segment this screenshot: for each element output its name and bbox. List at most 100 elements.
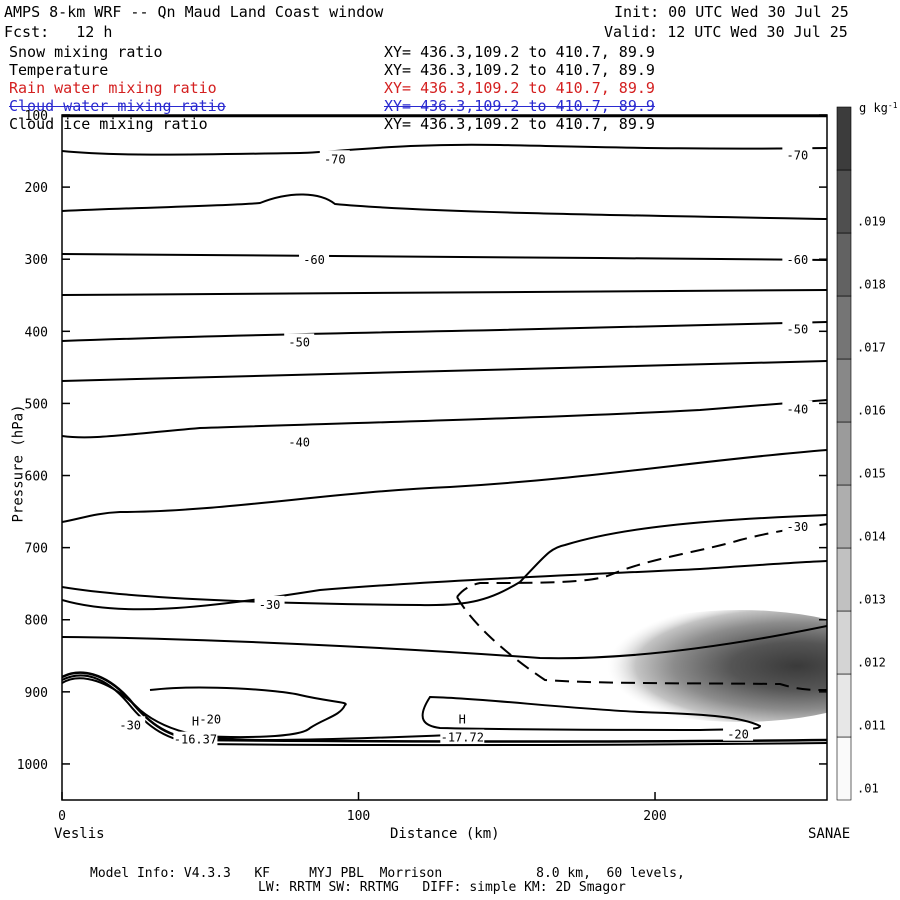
y-axis-label: Pressure (hPa) <box>10 404 27 523</box>
contour-label: -20 <box>727 728 749 742</box>
contour-label: -60 <box>787 253 809 267</box>
colorbar-unit: g kg-1 <box>859 101 898 115</box>
colorbar-label: .018 <box>857 278 886 292</box>
y-tick-label: 1000 <box>17 758 48 773</box>
title-text: AMPS 8-km WRF -- Qn Maud Land Coast wind… <box>4 3 384 21</box>
y-tick-label: 200 <box>25 181 48 196</box>
colorbar-label: .015 <box>857 467 886 481</box>
y-tick-label: 800 <box>25 614 48 629</box>
isotherm-minus-60 <box>62 253 827 261</box>
colorbar-label: .013 <box>857 593 886 607</box>
endpoint-right: SANAE <box>808 826 851 842</box>
contour-label-bg <box>319 150 350 166</box>
field-xy-temperature: XY= 436.3,109.2 to 410.7, 89.9 <box>384 61 655 79</box>
contour-label: -40 <box>787 402 809 416</box>
high-value: -17.72 <box>441 731 484 745</box>
contour-label-bg <box>782 400 813 416</box>
y-tick-label: 600 <box>25 470 48 485</box>
colorbar-segment <box>836 106 852 171</box>
contour-label-bg <box>723 725 754 741</box>
colorbar-segment <box>836 673 852 738</box>
y-tick-label: 900 <box>25 686 48 701</box>
contour-label-bg <box>299 251 330 267</box>
isotherm-minus-40 <box>62 399 827 439</box>
field-name-cloud-ice: Cloud ice mixing ratio <box>9 115 208 133</box>
colorbar-segment <box>836 610 852 675</box>
dashed-contours <box>456 523 827 691</box>
isotherm-minus-30a <box>62 560 827 611</box>
contour-label: -70 <box>787 149 809 163</box>
y-tick-label: 700 <box>25 542 48 557</box>
colorbar-label: .014 <box>857 530 886 544</box>
y-tick-label: 300 <box>25 253 48 268</box>
endpoint-left: Veslis <box>54 826 105 842</box>
colorbar-unit-exp: -1 <box>888 101 898 110</box>
y-tick-label: 500 <box>25 397 48 412</box>
contour-label-bg <box>195 710 226 726</box>
y-tick-label: 100 <box>25 109 48 124</box>
x-tick-label: 0 <box>58 809 66 824</box>
colorbar-segment <box>836 547 852 612</box>
isotherm-minus-55 <box>62 289 827 296</box>
high-symbol: H <box>192 715 199 729</box>
isotherm-minus-70 <box>62 143 827 156</box>
field-name-snow: Snow mixing ratio <box>9 43 163 61</box>
isotherm-minus-65 <box>62 193 827 220</box>
contour-label: -50 <box>787 322 809 336</box>
colorbar-segment <box>836 358 852 423</box>
contour-label: -30 <box>787 520 809 534</box>
high-value-bg <box>440 729 485 744</box>
colorbar-label: .01 <box>857 782 879 796</box>
contour-label-bg <box>254 595 285 611</box>
contour-label-bg <box>782 146 813 162</box>
isotherm-minus-20-center <box>149 686 347 739</box>
colorbar-label: .019 <box>857 215 886 229</box>
field-xy-cloud-water: XY= 436.3,109.2 to 410.7, 89.9 <box>384 97 655 115</box>
isotherm-minus-30b <box>62 514 827 607</box>
model-info-2: LW: RRTM SW: RRTMG DIFF: simple KM: 2D S… <box>258 880 626 895</box>
contour-label: -20 <box>199 713 221 727</box>
valid-time: Valid: 12 UTC Wed 30 Jul 25 <box>604 23 848 41</box>
contour-label-bg <box>782 518 813 533</box>
colorbar-segment <box>836 169 852 234</box>
colorbar-label: .017 <box>857 341 886 355</box>
y-tick-label: 400 <box>25 325 48 340</box>
colorbar-label: .012 <box>857 656 886 670</box>
contour-label: -30 <box>119 718 141 732</box>
contour-label-bg <box>782 320 813 336</box>
forecast-hour: Fcst: 12 h <box>4 23 113 41</box>
field-xy-snow: XY= 436.3,109.2 to 410.7, 89.9 <box>384 43 655 61</box>
high-value: -16.37 <box>174 733 217 747</box>
high-value-bg <box>173 731 218 746</box>
isotherm-minus-50 <box>62 321 827 342</box>
colorbar-segment <box>836 295 852 360</box>
contour-label-bg <box>284 433 315 449</box>
colorbar-segment <box>836 421 852 486</box>
contour-label: -70 <box>324 152 346 166</box>
field-xy-cloud-ice: XY= 436.3,109.2 to 410.7, 89.9 <box>384 115 655 133</box>
model-info: Model Info: V4.3.3 KF MYJ PBL Morrison 8… <box>90 866 685 881</box>
isotherm-minus-25 <box>62 625 827 660</box>
dashed-contour-upper <box>456 523 827 598</box>
contour-label: -50 <box>288 335 310 349</box>
colorbar-label: .016 <box>857 404 886 418</box>
field-name-rain: Rain water mixing ratio <box>9 79 217 97</box>
field-name-temperature: Temperature <box>9 61 109 79</box>
colorbar-segment <box>836 736 852 801</box>
colorbar-segment <box>836 232 852 297</box>
contour-label: -30 <box>259 598 281 612</box>
contour-label-bg <box>782 251 813 267</box>
contour-label-bg <box>284 333 315 349</box>
init-time: Init: 00 UTC Wed 30 Jul 25 <box>614 3 849 21</box>
contour-label: -40 <box>288 436 310 450</box>
contour-label: -60 <box>303 253 325 267</box>
field-xy-rain: XY= 436.3,109.2 to 410.7, 89.9 <box>384 79 655 97</box>
isotherm-minus-45 <box>62 360 827 382</box>
x-tick-label: 100 <box>347 809 370 824</box>
colorbar-label: .011 <box>857 719 886 733</box>
surface-contour <box>62 671 827 743</box>
surface-contour-2 <box>62 674 827 747</box>
field-name-cloud-water: Cloud water mixing ratio <box>9 97 226 115</box>
contour-label-bg <box>115 716 146 732</box>
